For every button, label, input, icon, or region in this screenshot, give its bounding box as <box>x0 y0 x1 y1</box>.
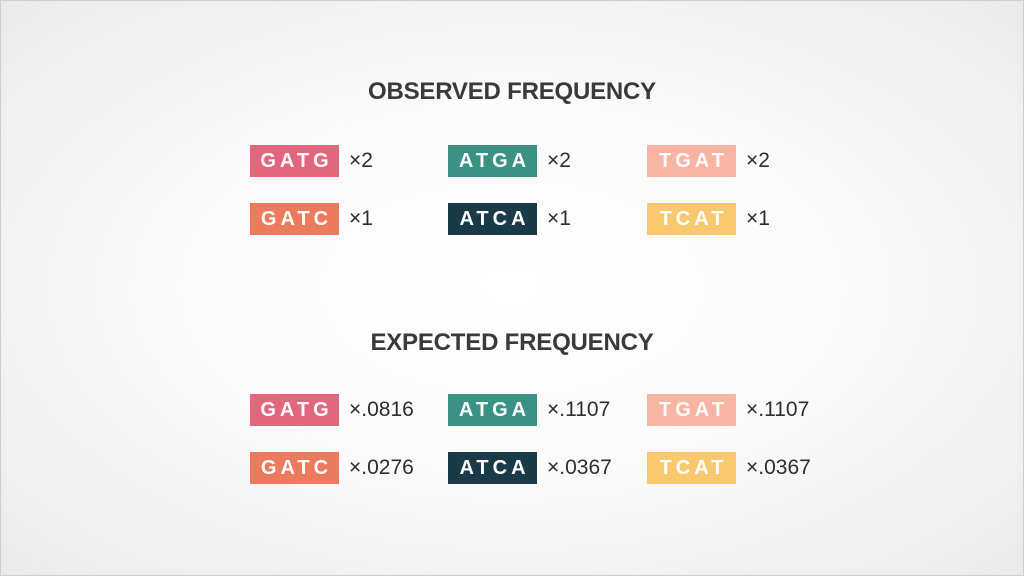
sequence-tag: GATG <box>250 145 339 177</box>
expected-entry-atca: ATCA ×.0367 <box>448 452 612 484</box>
frequency-value: ×2 <box>547 149 571 172</box>
observed-entry-tcat: TCAT ×1 <box>647 203 770 235</box>
sequence-tag: GATC <box>250 452 339 484</box>
frequency-value: ×.0367 <box>746 456 811 479</box>
sequence-tag: TCAT <box>647 452 736 484</box>
frequency-value: ×1 <box>349 207 373 230</box>
sequence-tag: ATCA <box>448 203 537 235</box>
sequence-tag: ATGA <box>448 145 537 177</box>
sequence-tag: ATGA <box>448 394 537 426</box>
frequency-value: ×.1107 <box>547 398 611 421</box>
observed-entry-gatg: GATG ×2 <box>250 145 373 177</box>
frequency-value: ×2 <box>349 149 373 172</box>
expected-entry-gatg: GATG ×.0816 <box>250 394 414 426</box>
observed-entry-tgat: TGAT ×2 <box>647 145 770 177</box>
observed-entry-gatc: GATC ×1 <box>250 203 373 235</box>
frequency-value: ×.1107 <box>746 398 810 421</box>
frequency-value: ×.0367 <box>547 456 612 479</box>
expected-entry-atga: ATGA ×.1107 <box>448 394 610 426</box>
sequence-tag: ATCA <box>448 452 537 484</box>
sequence-tag: TCAT <box>647 203 736 235</box>
frequency-value: ×2 <box>746 149 770 172</box>
frequency-value: ×1 <box>547 207 571 230</box>
sequence-tag: TGAT <box>647 394 736 426</box>
frequency-value: ×1 <box>746 207 770 230</box>
frequency-value: ×.0276 <box>349 456 414 479</box>
sequence-tag: TGAT <box>647 145 736 177</box>
sequence-tag: GATG <box>250 394 339 426</box>
observed-entry-atga: ATGA ×2 <box>448 145 571 177</box>
observed-frequency-title: OBSERVED FREQUENCY <box>367 78 656 105</box>
expected-frequency-title: EXPECTED FREQUENCY <box>370 329 654 356</box>
observed-entry-atca: ATCA ×1 <box>448 203 571 235</box>
sequence-tag: GATC <box>250 203 339 235</box>
frequency-value: ×.0816 <box>349 398 414 421</box>
expected-entry-tgat: TGAT ×.1107 <box>647 394 809 426</box>
expected-entry-gatc: GATC ×.0276 <box>250 452 414 484</box>
expected-entry-tcat: TCAT ×.0367 <box>647 452 811 484</box>
